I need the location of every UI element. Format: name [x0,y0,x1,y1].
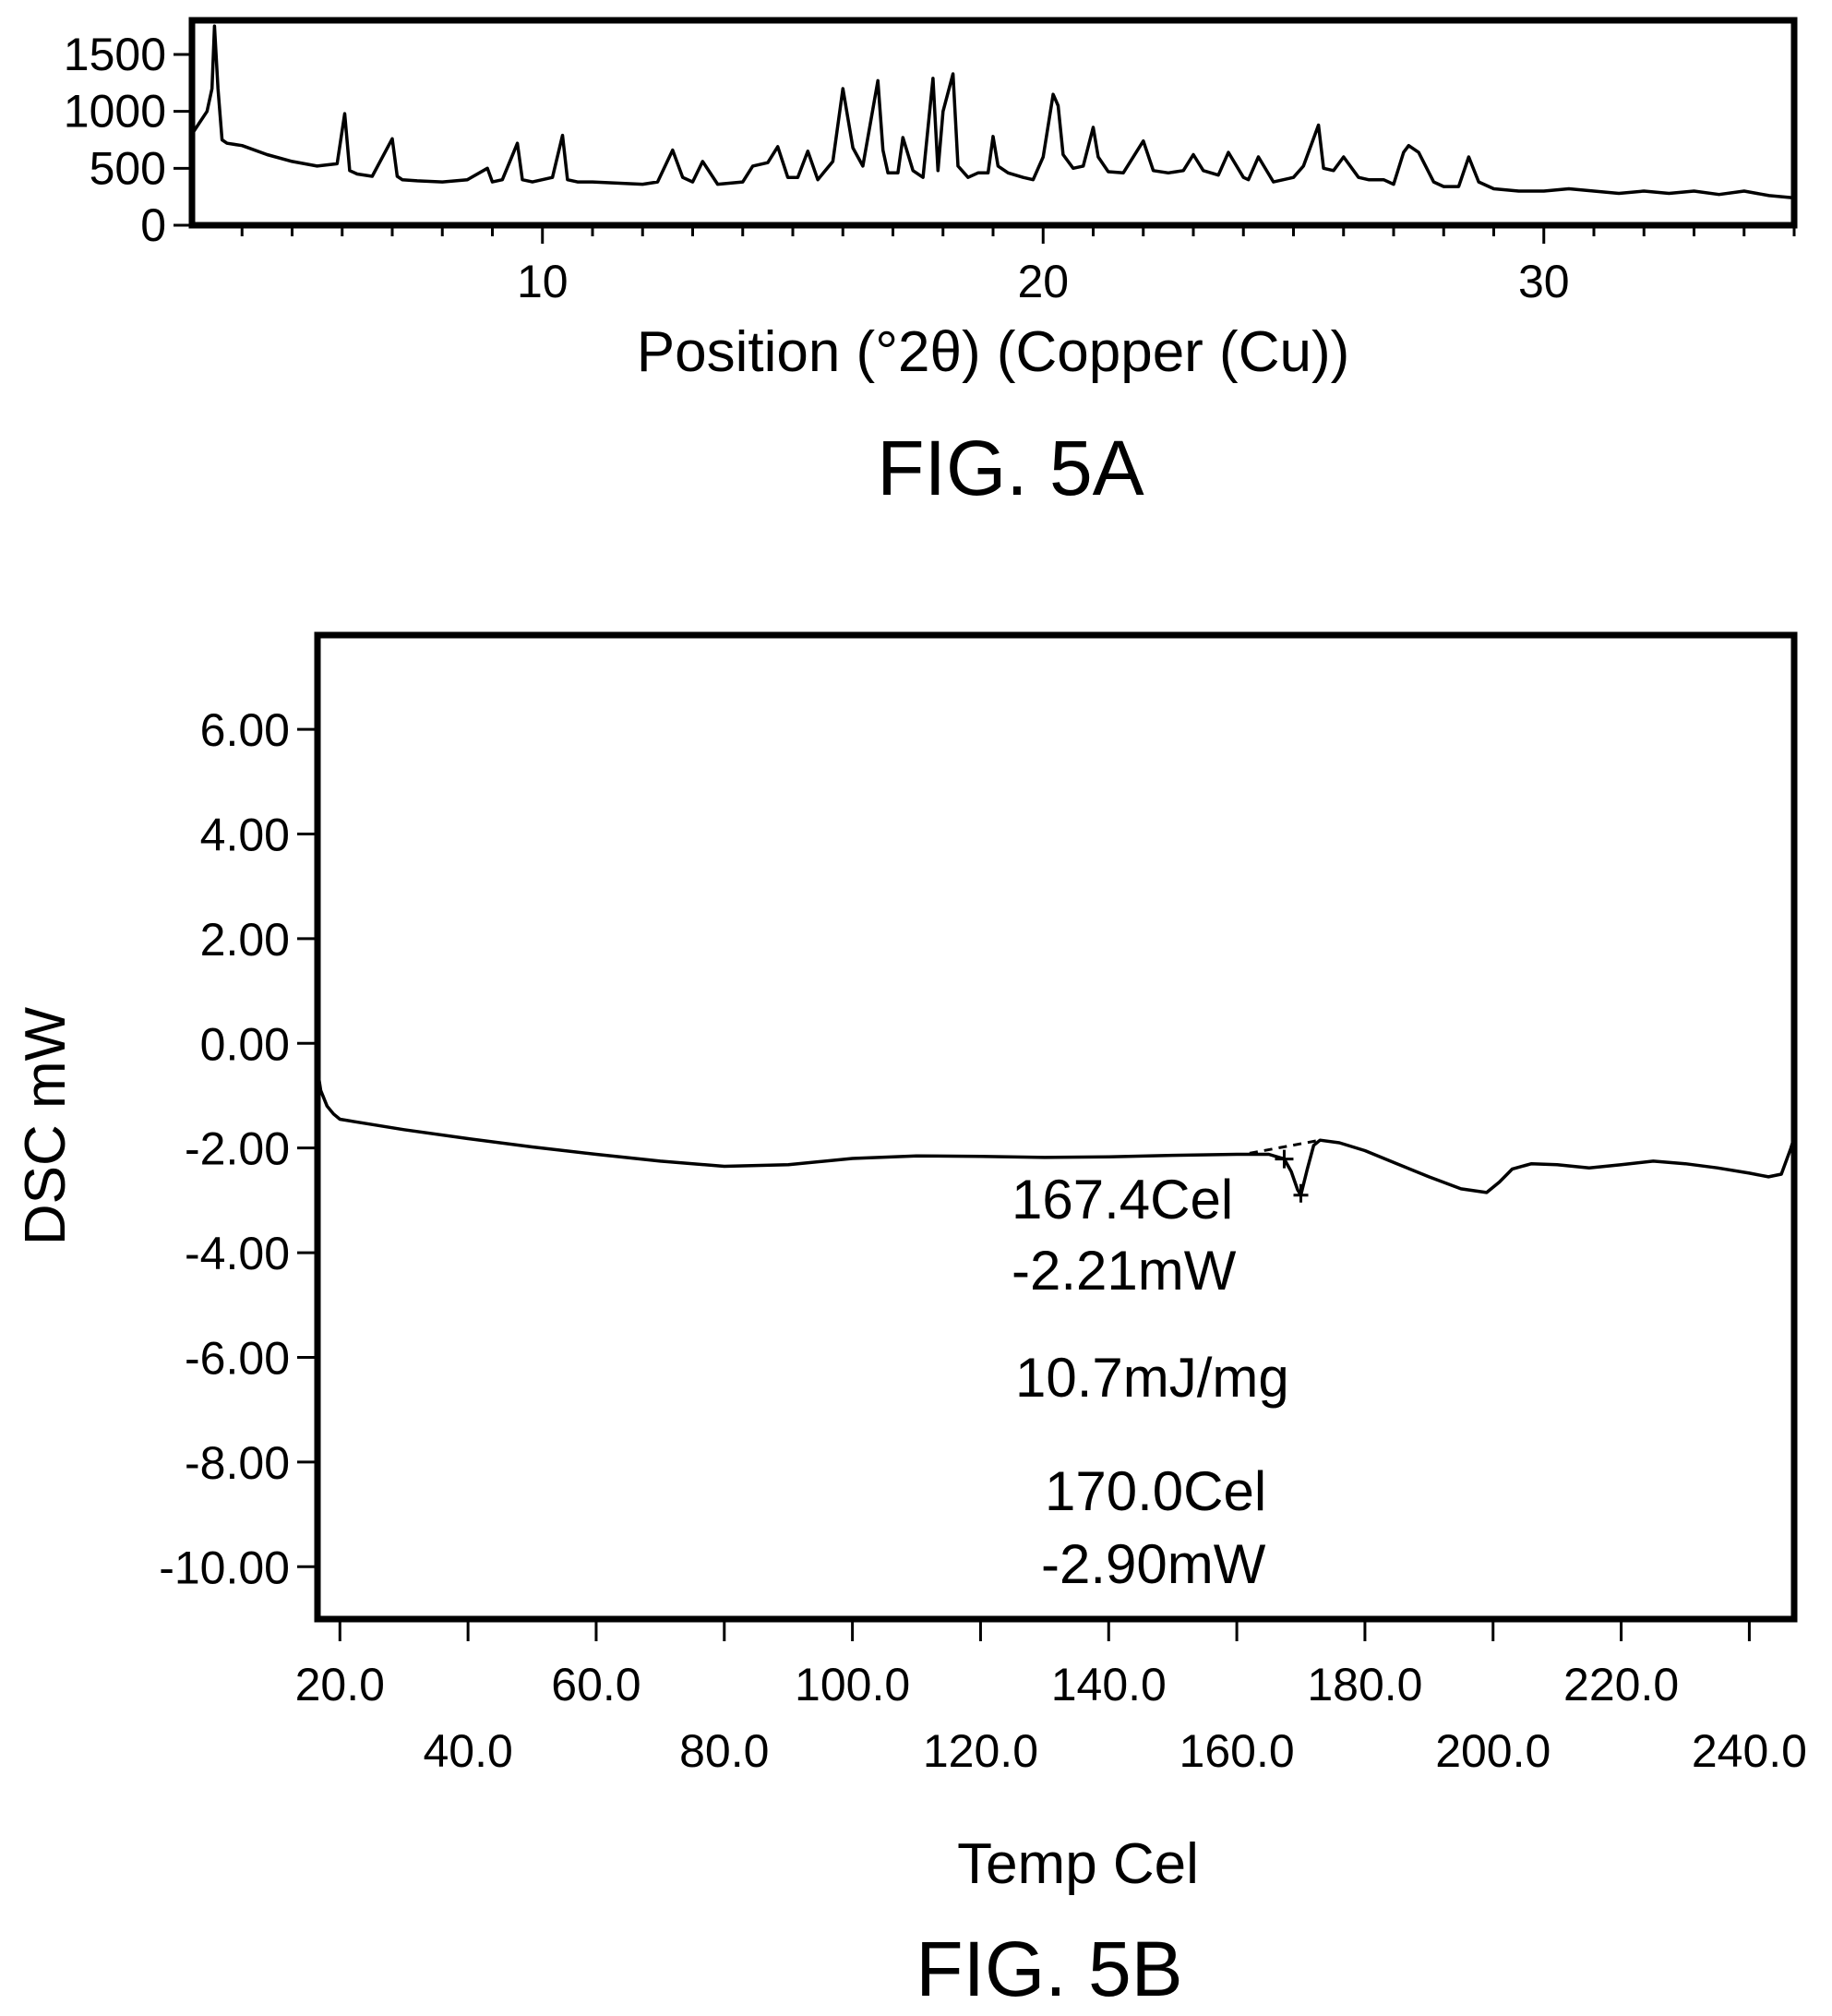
dsc-y-axis: 6.00 4.00 2.00 0.00 -2.00 -4.00 -6.00 -8.00 -10.… [159,704,317,1593]
xrpd-x-tick-label: 30 [1518,256,1570,307]
dsc-x-tick-label: 220.0 [1563,1659,1679,1710]
xrpd-x-tick-label: 10 [517,256,569,307]
xrpd-x-axis: 10 20 30 [240,225,1796,307]
xrpd-y-tick-label: 500 [90,142,166,194]
dsc-y-tick-label: -4.00 [185,1228,290,1279]
dsc-x-tick-label: 140.0 [1051,1659,1167,1710]
xrpd-y-tick-label: 1500 [64,29,166,80]
xrpd-y-tick-label: 1000 [64,86,166,138]
dsc-onset-heatflow: -2.21mW [1012,1240,1237,1302]
dsc-y-tick-label: -8.00 [185,1437,290,1489]
dsc-peak-integration-baseline [1249,1138,1321,1155]
dsc-y-tick-label: 0.00 [200,1018,290,1070]
dsc-thermogram-line [316,1069,1796,1197]
dsc-x-tick-label: 100.0 [795,1659,910,1710]
dsc-peak-temperature: 170.0Cel [1045,1460,1266,1522]
dsc-enthalpy: 10.7mJ/mg [1015,1347,1289,1409]
dsc-y-tick-label: 6.00 [200,704,290,756]
dsc-x-axis-title: Temp Cel [957,1832,1199,1896]
dsc-y-tick-label: 2.00 [200,914,290,966]
dsc-peak-marker [1275,1149,1309,1203]
dsc-y-axis-title: DSC mW [14,1006,78,1245]
dsc-y-tick-label: -6.00 [185,1332,290,1384]
dsc-onset-temperature: 167.4Cel [1012,1169,1233,1230]
dsc-x-tick-label: 80.0 [679,1725,769,1777]
figure-5b-caption: FIG. 5B [916,1926,1182,2012]
xrpd-plot-frame [188,17,1798,229]
dsc-chart: 6.00 4.00 2.00 0.00 -2.00 -4.00 -6.00 -8.00 -10.… [14,631,1807,2012]
dsc-x-tick-label: 200.0 [1435,1725,1551,1777]
dsc-x-tick-label: 20.0 [295,1659,385,1710]
dsc-x-tick-label: 40.0 [423,1725,512,1777]
xrpd-x-axis-title: Position (°2θ) (Copper (Cu)) [637,320,1350,384]
dsc-y-tick-label: -10.00 [159,1542,290,1593]
dsc-x-tick-label: 120.0 [923,1725,1038,1777]
xrpd-diffractogram-line [190,24,1795,200]
dsc-x-tick-label: 240.0 [1692,1725,1807,1777]
dsc-x-tick-label: 180.0 [1307,1659,1422,1710]
dsc-y-tick-label: -2.00 [185,1123,290,1175]
dsc-x-tick-label: 60.0 [551,1659,641,1710]
dsc-peak-heatflow: -2.90mW [1041,1533,1266,1595]
dsc-plot-frame [314,631,1798,1623]
figure-5a-caption: FIG. 5A [877,425,1144,511]
xrpd-x-tick-label: 20 [1017,256,1069,307]
dsc-x-tick-label: 160.0 [1179,1725,1295,1777]
dsc-y-tick-label: 4.00 [200,809,290,860]
xrpd-y-tick-label: 0 [140,199,166,251]
dsc-x-axis: 20.0 40.0 60.0 80.0 100.0 120.0 140.0160.0180.… [295,1619,1807,1777]
